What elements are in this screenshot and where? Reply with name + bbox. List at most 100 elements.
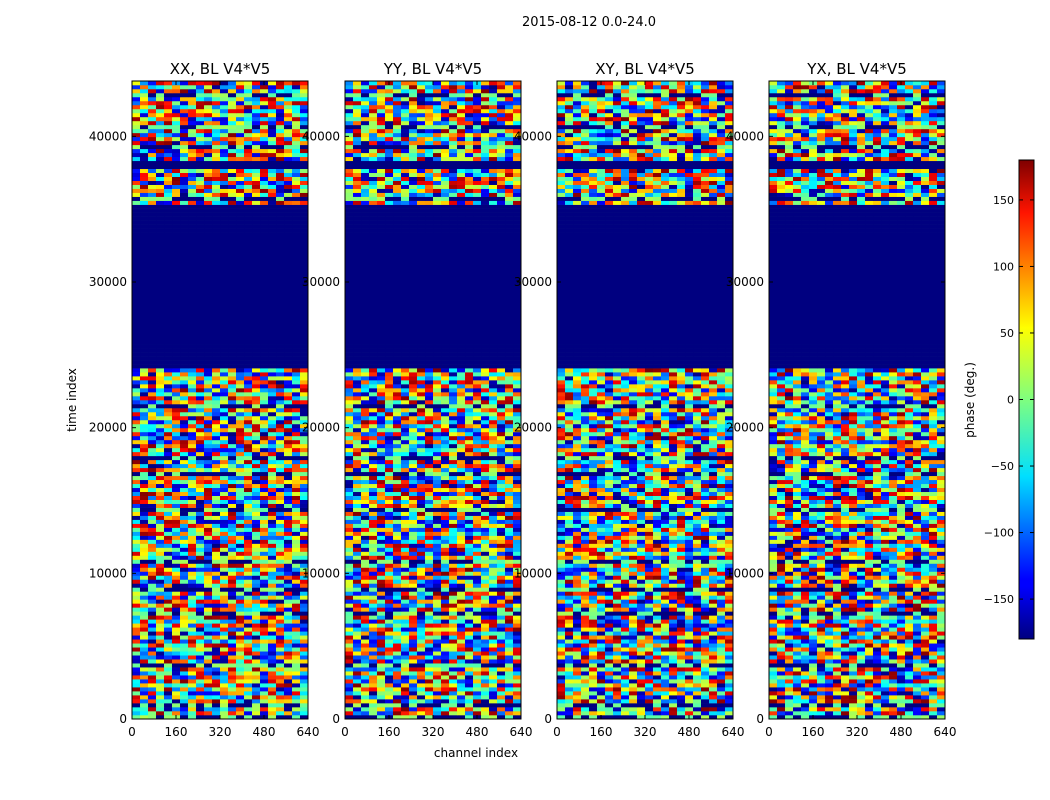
heatmap-cell	[441, 515, 450, 520]
heatmap-cell	[156, 479, 165, 485]
heatmap-cell	[252, 108, 261, 114]
heatmap-cell	[140, 631, 149, 636]
heatmap-cell	[180, 212, 189, 217]
heatmap-cell	[244, 511, 253, 516]
heatmap-cell	[220, 651, 229, 656]
heatmap-cell	[228, 228, 237, 233]
heatmap-cell	[260, 372, 269, 377]
heatmap-cell	[188, 324, 197, 329]
heatmap-cell	[345, 563, 354, 568]
heatmap-cell	[385, 663, 394, 668]
heatmap-cell	[385, 699, 394, 704]
heatmap-cell	[377, 591, 386, 596]
heatmap-cell	[220, 531, 229, 536]
heatmap-cell	[204, 587, 213, 592]
heatmap-cell	[457, 607, 466, 612]
heatmap-cell	[284, 180, 293, 185]
heatmap-cell	[260, 407, 269, 413]
heatmap-cell	[212, 571, 221, 576]
heatmap-cell	[284, 683, 293, 688]
heatmap-cell	[148, 232, 157, 237]
heatmap-cell	[505, 635, 514, 640]
heatmap-cell	[252, 132, 261, 138]
heatmap-cell	[377, 715, 386, 720]
heatmap-cell	[156, 631, 165, 636]
heatmap-cell	[260, 443, 269, 449]
heatmap-cell	[212, 711, 221, 716]
heatmap-cell	[140, 220, 149, 225]
heatmap-cell	[252, 204, 261, 209]
heatmap-cell	[441, 495, 450, 500]
heatmap-cell	[377, 711, 386, 716]
heatmap-cell	[425, 571, 434, 576]
heatmap-cell	[353, 503, 362, 508]
heatmap-cell	[148, 156, 157, 162]
heatmap-cell	[196, 308, 205, 313]
heatmap-cell	[457, 679, 466, 684]
heatmap-cell	[417, 603, 426, 608]
heatmap-cell	[513, 547, 522, 552]
heatmap-cell	[140, 415, 149, 421]
heatmap-cell	[188, 647, 197, 652]
heatmap-cell	[140, 491, 149, 496]
heatmap-cell	[196, 603, 205, 608]
heatmap-cell	[212, 579, 221, 584]
heatmap-cells	[345, 81, 522, 720]
heatmap-cell	[180, 392, 189, 397]
heatmap-cell	[276, 531, 285, 536]
heatmap-cell	[188, 643, 197, 648]
heatmap-cell	[268, 683, 277, 688]
heatmap-cell	[244, 180, 253, 185]
heatmap-cell	[212, 364, 221, 369]
heatmap-cell	[188, 519, 197, 524]
heatmap-cell	[300, 703, 309, 708]
heatmap-cell	[441, 599, 450, 604]
heatmap-cell	[300, 168, 309, 174]
heatmap-cell	[204, 160, 213, 166]
heatmap-cell	[228, 439, 237, 445]
heatmap-cell	[369, 587, 378, 592]
heatmap-cell	[377, 703, 386, 708]
heatmap-cell	[188, 124, 197, 130]
heatmap-cell	[188, 567, 197, 572]
heatmap-cell	[172, 272, 181, 277]
heatmap-cell	[172, 144, 181, 150]
heatmap-cell	[260, 144, 269, 150]
heatmap-cell	[425, 667, 434, 672]
heatmap-cell	[292, 380, 301, 385]
heatmap-cell	[164, 683, 173, 688]
heatmap-cell	[156, 208, 165, 213]
heatmap-cell	[236, 228, 245, 233]
heatmap-cell	[164, 639, 173, 644]
heatmap-cell	[513, 687, 522, 692]
heatmap-cell	[361, 623, 370, 628]
heatmap-cell	[393, 543, 402, 548]
heatmap-cell	[292, 180, 301, 185]
heatmap-cell	[164, 164, 173, 170]
heatmap-cell	[292, 272, 301, 277]
heatmap-cell	[393, 479, 402, 485]
heatmap-cell	[148, 140, 157, 146]
heatmap-cell	[300, 675, 309, 680]
heatmap-cell	[417, 691, 426, 696]
heatmap-cell	[236, 463, 245, 469]
heatmap-cell	[148, 372, 157, 377]
heatmap-cell	[353, 627, 362, 632]
heatmap-cell	[156, 531, 165, 536]
heatmap-cell	[284, 268, 293, 273]
heatmap-cell	[385, 611, 394, 616]
heatmap-cell	[260, 120, 269, 126]
heatmap-cell	[164, 423, 173, 429]
heatmap-cell	[268, 248, 277, 253]
heatmap-cell	[489, 659, 498, 664]
heatmap-cell	[140, 407, 149, 413]
heatmap-cell	[361, 551, 370, 556]
heatmap-cell	[204, 172, 213, 177]
heatmap-cell	[244, 292, 253, 297]
heatmap-cell	[441, 579, 450, 584]
heatmap-cell	[284, 308, 293, 313]
heatmap-cell	[409, 647, 418, 652]
heatmap-cell	[345, 571, 354, 576]
heatmap-cell	[236, 280, 245, 285]
heatmap-cell	[196, 695, 205, 700]
